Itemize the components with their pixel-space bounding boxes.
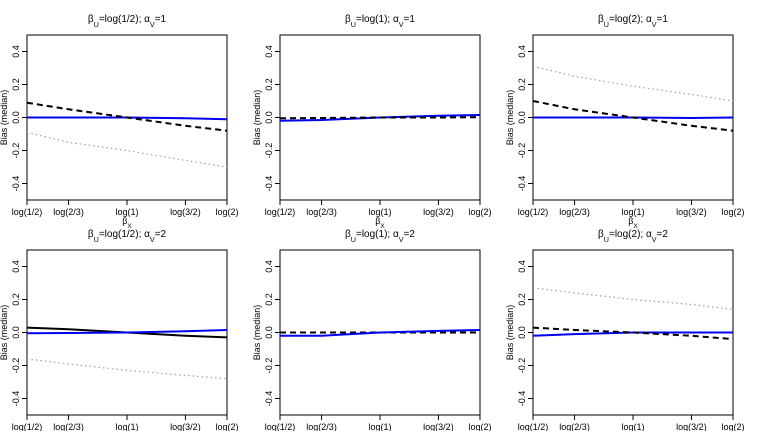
x-tick-label: log(1/2)	[12, 422, 43, 431]
y-tick-label: 0.4	[11, 45, 21, 58]
x-tick-label: log(1)	[368, 422, 391, 431]
x-tick-label: log(1)	[115, 422, 138, 431]
series-line-2	[532, 100, 734, 132]
y-tick-label: -0.4	[517, 391, 527, 407]
x-tick-label: log(3/2)	[676, 207, 707, 217]
x-axis-label: βX	[122, 216, 132, 230]
series-line-2	[532, 326, 734, 341]
y-tick-label: -0.2	[517, 143, 527, 159]
x-tick-label: log(1)	[368, 207, 391, 217]
x-tick-label: log(2/3)	[559, 207, 590, 217]
y-tick-label: 0.2	[264, 78, 274, 91]
x-tick-label: log(2)	[721, 207, 744, 217]
y-tick-label: -0.2	[517, 358, 527, 374]
y-tick-label: -0.4	[11, 176, 21, 192]
series-line-3	[532, 287, 734, 310]
x-tick-label: log(2/3)	[559, 422, 590, 431]
series-line-2	[26, 101, 228, 132]
y-tick-label: 0.4	[264, 45, 274, 58]
x-axis-label: βX	[375, 216, 385, 230]
series-line-2	[280, 329, 481, 337]
panel-title: βU=log(2); αV=2	[598, 229, 668, 244]
y-tick-label: 0.2	[11, 293, 21, 306]
series-line-2	[26, 329, 228, 335]
panel-title: βU=log(1/2); αV=2	[88, 229, 167, 244]
y-tick-label: -0.4	[264, 391, 274, 407]
y-tick-label: 0.2	[517, 78, 527, 91]
x-tick-label: log(2/3)	[306, 422, 337, 431]
y-tick-label: -0.4	[11, 391, 21, 407]
panel-2: βU=log(1); αV=1 -0.4 -0.2 0.0 0.2 0.4 Bias (me…	[252, 14, 492, 230]
x-tick-label: log(3/2)	[423, 207, 454, 217]
x-tick-label: log(2/3)	[53, 422, 84, 431]
y-axis-label: Bias (median)	[505, 305, 515, 361]
x-tick-label: log(3/2)	[423, 422, 454, 431]
x-tick-label: log(2)	[721, 422, 744, 431]
y-tick-label: -0.2	[11, 358, 21, 374]
x-tick-label: log(2/3)	[53, 207, 84, 217]
series-line-3	[26, 131, 228, 168]
panel-5: βU=log(1); αV=2 -0.4 -0.2 0.0 0.2 0.4 Bias (me…	[252, 229, 492, 436]
series-group	[532, 287, 734, 341]
y-tick-label: 0.2	[11, 78, 21, 91]
y-tick-label: 0.0	[517, 111, 527, 124]
y-tick-label: 0.0	[264, 111, 274, 124]
y-tick-label: -0.2	[264, 358, 274, 374]
y-tick-label: 0.2	[264, 293, 274, 306]
x-axis-label: βX	[628, 216, 638, 230]
y-tick-label: 0.2	[517, 293, 527, 306]
x-tick-label: log(3/2)	[170, 207, 201, 217]
y-tick-label: 0.4	[264, 260, 274, 273]
x-tick-label: log(1)	[115, 207, 138, 217]
y-tick-label: 0.4	[517, 45, 527, 58]
x-tick-label: log(2)	[215, 422, 238, 431]
series-group	[26, 326, 228, 380]
y-axis-label: Bias (median)	[252, 305, 262, 361]
y-tick-label: -0.2	[264, 143, 274, 159]
series-line-3	[26, 358, 228, 380]
series-group	[280, 329, 481, 337]
x-tick-label: log(2)	[468, 207, 491, 217]
panel-title: βU=log(1); αV=1	[345, 14, 415, 29]
x-tick-label: log(1/2)	[518, 207, 549, 217]
panel-4: βU=log(1/2); αV=2 -0.4 -0.2 0.0 0.2 0.4 Bias (…	[0, 229, 239, 436]
panel-title: βU=log(2); αV=1	[598, 14, 668, 29]
series-line-2	[279, 116, 481, 120]
y-tick-label: 0.0	[517, 326, 527, 339]
panel-6: βU=log(2); αV=2 -0.4 -0.2 0.0 0.2 0.4 Bias (me…	[505, 229, 745, 436]
series-group	[532, 65, 734, 132]
y-axis-label: Bias (median)	[0, 305, 9, 361]
y-tick-label: -0.4	[264, 176, 274, 192]
x-tick-label: log(1)	[621, 207, 644, 217]
x-tick-label: log(3/2)	[676, 422, 707, 431]
y-axis-label: Bias (median)	[252, 90, 262, 146]
panel-3: βU=log(2); αV=1 -0.4 -0.2 0.0 0.2 0.4 Bias (me…	[505, 14, 745, 230]
y-axis-label: Bias (median)	[0, 90, 9, 146]
y-tick-label: -0.2	[11, 143, 21, 159]
panel-title: βU=log(1/2); αV=1	[88, 14, 167, 29]
x-tick-label: log(2/3)	[306, 207, 337, 217]
y-tick-label: 0.4	[517, 260, 527, 273]
series-group	[279, 114, 481, 122]
y-tick-label: 0.0	[264, 326, 274, 339]
y-tick-label: 0.0	[11, 111, 21, 124]
x-tick-label: log(3/2)	[170, 422, 201, 431]
y-axis-label: Bias (median)	[505, 90, 515, 146]
y-tick-label: -0.4	[517, 176, 527, 192]
y-tick-label: 0.4	[11, 260, 21, 273]
x-tick-label: log(1/2)	[518, 422, 549, 431]
series-line-3	[532, 65, 734, 102]
x-tick-label: log(1/2)	[265, 207, 296, 217]
x-tick-label: log(2)	[215, 207, 238, 217]
series-group	[26, 101, 228, 168]
x-tick-label: log(1/2)	[265, 422, 296, 431]
x-tick-label: log(1/2)	[12, 207, 43, 217]
x-tick-label: log(2)	[468, 422, 491, 431]
panel-title: βU=log(1); αV=2	[345, 229, 415, 244]
panel-1: βU=log(1/2); αV=1 -0.4 -0.2 0.0 0.2 0.4 Bias (…	[0, 14, 239, 230]
x-tick-label: log(1)	[621, 422, 644, 431]
y-tick-label: 0.0	[11, 326, 21, 339]
